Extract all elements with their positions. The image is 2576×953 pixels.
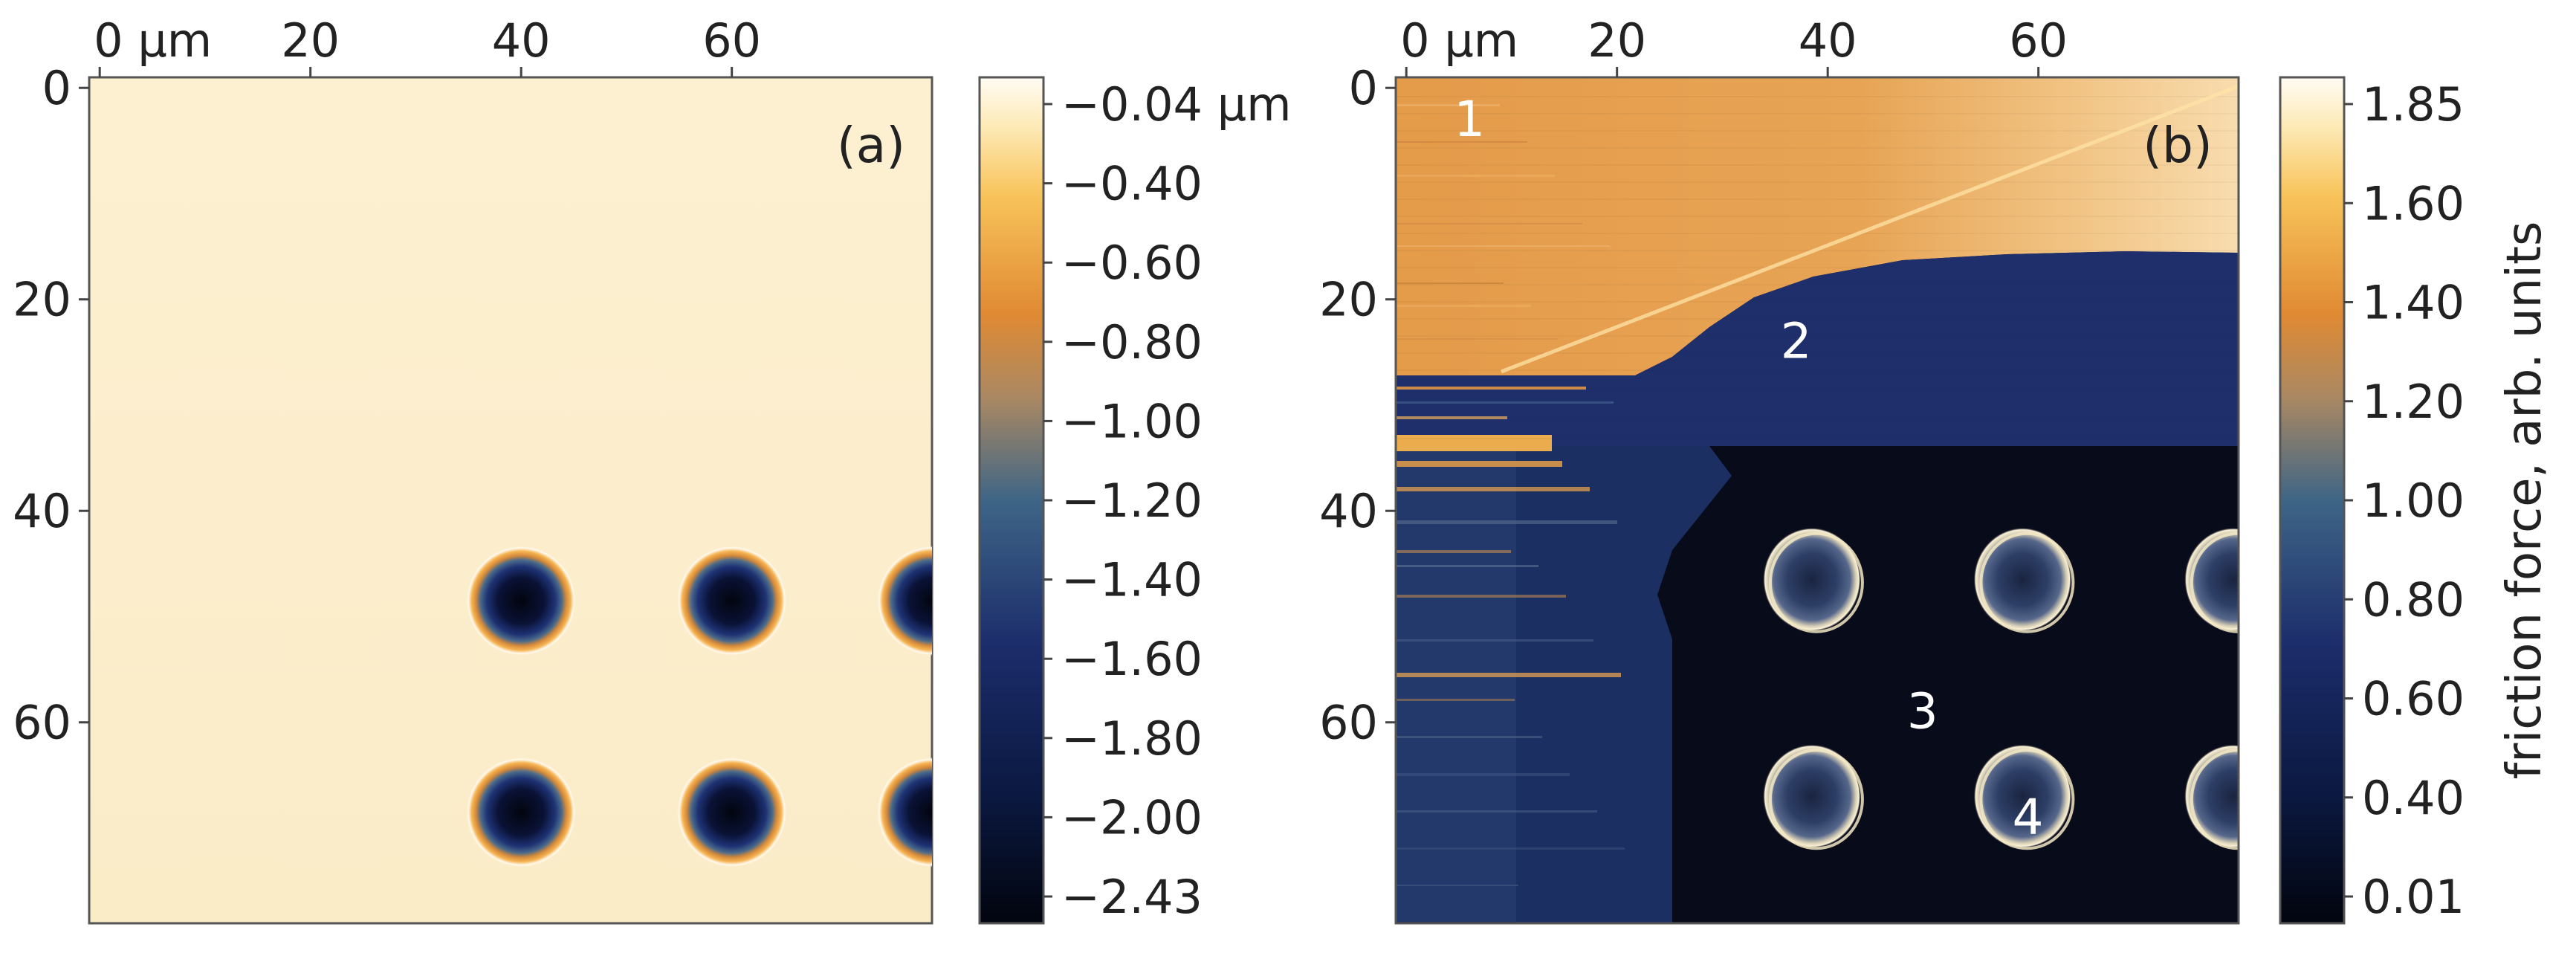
panel-a-pits: [466, 546, 932, 868]
colorbar-tick-label: 1.20: [2362, 375, 2465, 429]
x-tick-label: 0 µm: [94, 13, 212, 68]
panel-b: (b) 1 2 3 4 0 µm 20 40 60 0 20 40 60 1.85 1.60 1.40…: [1319, 13, 2552, 925]
colorbar-tick-label: −2.00: [1061, 790, 1203, 844]
colorbar-tick-label: −0.60: [1061, 236, 1203, 290]
panel-b-colorbar: [2279, 76, 2346, 925]
panel-b-colorbar-ticks: 1.85 1.60 1.40 1.20 1.00 0.80 0.60 0.40 0.01: [2344, 77, 2465, 924]
y-tick-label: 40: [1319, 484, 1378, 538]
pit-marker: [1973, 744, 2072, 849]
region-label: 1: [1454, 91, 1485, 148]
x-tick-label: 60: [2009, 13, 2068, 68]
panel-a-x-axis: 0 µm 20 40 60: [94, 13, 761, 77]
colorbar-tick-label: −2.43: [1061, 870, 1203, 924]
colorbar-tick-label: −0.80: [1061, 315, 1203, 369]
panel-b-friction-map: [1396, 77, 2239, 923]
pit-marker: [466, 546, 577, 656]
pit-marker: [877, 757, 932, 868]
panel-a-y-axis: 0 20 40 60: [13, 61, 89, 750]
panel-b-y-axis: 0 20 40 60: [1319, 61, 1396, 750]
panel-a-label: (a): [837, 117, 905, 174]
x-tick-label: 20: [1588, 13, 1646, 68]
region-label: 2: [1781, 313, 1812, 370]
y-tick-label: 0: [1349, 61, 1378, 115]
y-tick-label: 20: [13, 273, 71, 327]
panel-a-colorbar-ticks: −0.04 µm −0.40 −0.60 −0.80 −1.00 −1.20 −1.40 −1…: [1043, 77, 1292, 924]
y-tick-label: 40: [13, 484, 71, 538]
y-tick-label: 20: [1319, 273, 1378, 327]
colorbar-tick-label: 1.85: [2362, 77, 2465, 132]
colorbar-tick-label: −1.80: [1061, 711, 1203, 766]
pit-marker: [2184, 744, 2239, 849]
region-label: 3: [1907, 683, 1938, 740]
colorbar-tick-label: −0.04 µm: [1061, 77, 1292, 132]
panel-a: (a) 0 µm 20 40 60 0 20 40 60 −0.04 µm −0.40 −0.6…: [13, 13, 1292, 925]
pit-marker: [877, 546, 932, 656]
pit-marker: [1973, 527, 2072, 632]
region-label: 4: [2013, 789, 2044, 846]
panel-b-x-axis: 0 µm 20 40 60: [1400, 13, 2068, 77]
pit-marker: [2184, 527, 2239, 632]
colorbar-tick-label: 1.60: [2362, 176, 2465, 230]
colorbar-tick-label: 0.80: [2362, 572, 2465, 627]
x-tick-label: 0 µm: [1400, 13, 1518, 68]
colorbar-tick-label: −1.40: [1061, 553, 1203, 607]
colorbar-tick-label: 0.40: [2362, 771, 2465, 825]
pit-marker: [466, 757, 577, 868]
colorbar-tick-label: −1.00: [1061, 394, 1203, 448]
colorbar-tick-label: −1.60: [1061, 632, 1203, 686]
panel-b-colorbar-label: friction force, arb. units: [2497, 222, 2552, 780]
colorbar-tick-label: 1.40: [2362, 276, 2465, 330]
y-tick-label: 60: [13, 696, 71, 750]
pit-marker: [1762, 527, 1861, 632]
colorbar-tick-label: 0.01: [2362, 870, 2465, 924]
panel-a-colorbar: [978, 76, 1045, 925]
colorbar-tick-label: 0.60: [2362, 672, 2465, 726]
colorbar-tick-label: 1.00: [2362, 474, 2465, 528]
pit-marker: [676, 546, 787, 656]
y-tick-label: 0: [42, 61, 71, 115]
x-tick-label: 40: [1799, 13, 1857, 68]
panel-b-frame: [1394, 76, 2240, 925]
pit-marker: [676, 757, 787, 868]
x-tick-label: 60: [702, 13, 761, 68]
pit-marker: [1762, 744, 1861, 849]
y-tick-label: 60: [1319, 696, 1378, 750]
colorbar-tick-label: −1.20: [1061, 474, 1203, 528]
x-tick-label: 40: [492, 13, 551, 68]
panel-b-label: (b): [2143, 117, 2212, 174]
x-tick-label: 20: [281, 13, 340, 68]
panel-b-region-labels: 1 2 3 4: [1454, 91, 2043, 846]
colorbar-tick-label: −0.40: [1061, 157, 1203, 211]
